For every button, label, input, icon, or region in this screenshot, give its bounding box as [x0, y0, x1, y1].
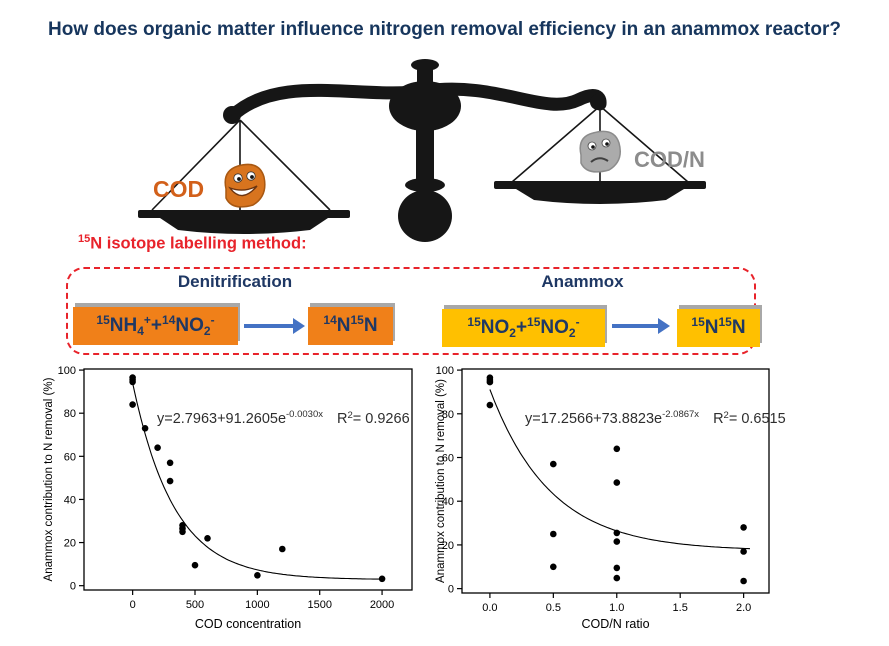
svg-text:0: 0 — [70, 581, 76, 593]
reaction-arrow-anammox — [612, 318, 670, 334]
right-pan — [494, 105, 706, 204]
svg-text:0: 0 — [448, 584, 454, 596]
anammox-substrate-box: 15 NO 2 +15 NO 2- — [442, 309, 605, 347]
svg-text:100: 100 — [436, 365, 454, 377]
svg-text:20: 20 — [442, 540, 454, 552]
codn-label: COD/N — [634, 147, 705, 172]
anammox-product-box: 15 N 15 N — [677, 309, 760, 347]
svg-text:500: 500 — [186, 599, 204, 611]
denitrification-substrate-box: 15 NH 4 + +14 NO 2- — [73, 307, 238, 345]
method-label: 15N isotope labelling method: — [78, 233, 307, 254]
svg-text:100: 100 — [58, 365, 76, 377]
balance-scale-illustration — [138, 59, 706, 242]
svg-text:Anammox contribution to N remo: Anammox contribution to N removal (%) — [435, 379, 447, 583]
svg-text:40: 40 — [64, 494, 76, 506]
cod-label: COD — [153, 176, 205, 202]
svg-text:40: 40 — [442, 496, 454, 508]
reaction-arrow-denitrification — [244, 318, 305, 334]
codn-character — [579, 130, 621, 173]
svg-text:60: 60 — [442, 453, 454, 465]
codn-scatter-plot: 0.0 0.5 1.0 1.5 2.0 0 20 40 60 80 100 COD/N ratio An… — [435, 365, 786, 631]
svg-text:0.5: 0.5 — [546, 602, 561, 614]
left-pan — [138, 119, 350, 234]
anammox-heading: Anammox — [541, 272, 624, 291]
svg-text:COD/N ratio: COD/N ratio — [581, 617, 649, 631]
svg-text:80: 80 — [442, 409, 454, 421]
balance-beam — [223, 82, 607, 124]
method-label-superscript: 15 — [78, 233, 91, 245]
svg-text:1.0: 1.0 — [609, 602, 624, 614]
page-title: How does organic matter influence nitrog… — [48, 19, 841, 40]
svg-text:1000: 1000 — [245, 599, 269, 611]
cod-scatter-plot: 0 500 1000 1500 2000 0 20 40 60 80 100 COD concentr… — [43, 365, 413, 631]
svg-text:Anammox contribution to N remo: Anammox contribution to N removal (%) — [43, 377, 55, 581]
svg-text:COD concentration: COD concentration — [195, 617, 301, 631]
svg-text:20: 20 — [64, 538, 76, 550]
svg-text:60: 60 — [64, 451, 76, 463]
svg-text:2000: 2000 — [370, 599, 394, 611]
method-label-text: N isotope labelling method: — [90, 234, 307, 253]
svg-text:0: 0 — [130, 599, 136, 611]
svg-text:2.0: 2.0 — [736, 602, 751, 614]
svg-text:0.0: 0.0 — [482, 602, 497, 614]
denitrification-product-box: 14 N 15 N — [308, 307, 393, 345]
denitrification-heading: Denitrification — [177, 272, 293, 291]
cod-character — [224, 163, 266, 208]
svg-text:1.5: 1.5 — [673, 602, 688, 614]
svg-text:1500: 1500 — [307, 599, 331, 611]
svg-text:80: 80 — [64, 408, 76, 420]
